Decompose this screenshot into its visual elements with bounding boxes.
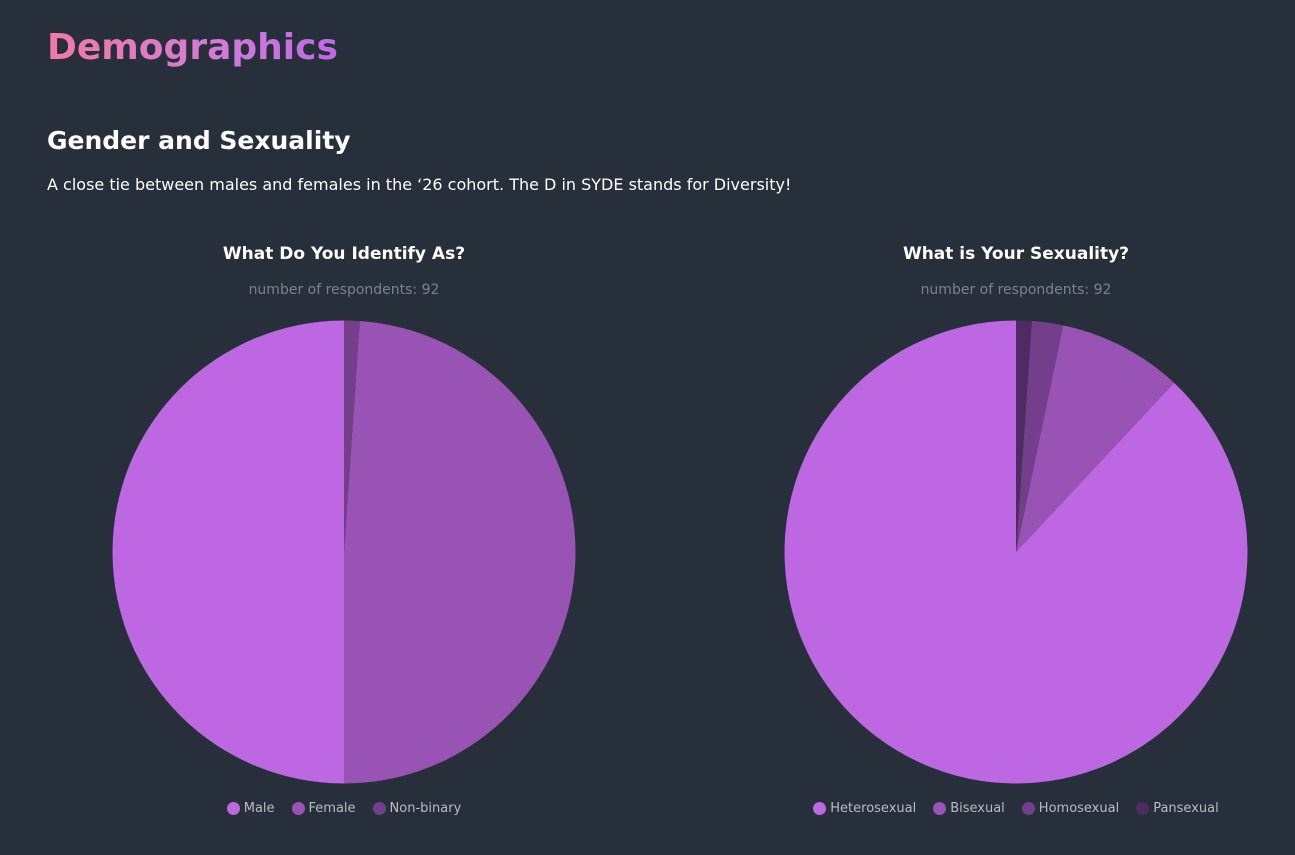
legend-label: Heterosexual [830,801,917,816]
gender-pie [112,320,576,784]
pie-slice-male[interactable] [112,320,345,784]
pie-slice-non-binary[interactable] [344,320,360,553]
legend-label: Homosexual [1038,801,1120,816]
section-heading: Gender and Sexuality [47,126,351,155]
legend-swatch [372,802,386,815]
legend-label: Bisexual [950,801,1005,816]
chart-title: What Do You Identify As? [222,244,466,264]
legend-swatch [933,802,947,815]
gender-chart: What Do You Identify As? number of respo… [84,240,604,830]
chart-legend: Heterosexual Bisexual Homosexual Pansexual [756,801,1276,816]
legend-item-pansexual[interactable]: Pansexual [1136,801,1219,816]
chart-legend: Male Female Non-binary [84,801,604,816]
legend-item-non-binary[interactable]: Non-binary [372,801,462,816]
legend-swatch [1136,802,1150,815]
legend-swatch [291,802,305,815]
legend-item-bisexual[interactable]: Bisexual [933,801,1005,816]
section-description: A close tie between males and females in… [47,175,792,194]
legend-swatch [226,802,240,815]
legend-label: Non-binary [389,801,462,816]
sexuality-pie [784,320,1248,784]
page-title: Demographics [47,27,338,68]
pie-slice-female[interactable] [344,321,576,784]
legend-item-male[interactable]: Male [226,801,275,816]
pie-slice-bisexual[interactable] [1016,325,1175,552]
legend-label: Pansexual [1153,801,1219,816]
legend-item-female[interactable]: Female [291,801,356,816]
sexuality-chart: What is Your Sexuality? number of respon… [756,240,1276,830]
legend-item-heterosexual[interactable]: Heterosexual [813,801,916,816]
legend-swatch [813,802,827,815]
pie-slice-pansexual[interactable] [1016,320,1032,553]
pie-slice-homosexual[interactable] [1016,321,1064,552]
chart-subtitle: number of respondents: 92 [248,282,440,298]
legend-swatch [1021,802,1035,815]
legend-label: Male [243,801,275,816]
chart-subtitle: number of respondents: 92 [920,282,1112,298]
legend-item-homosexual[interactable]: Homosexual [1021,801,1120,816]
legend-label: Female [308,801,356,816]
chart-title: What is Your Sexuality? [902,244,1130,264]
